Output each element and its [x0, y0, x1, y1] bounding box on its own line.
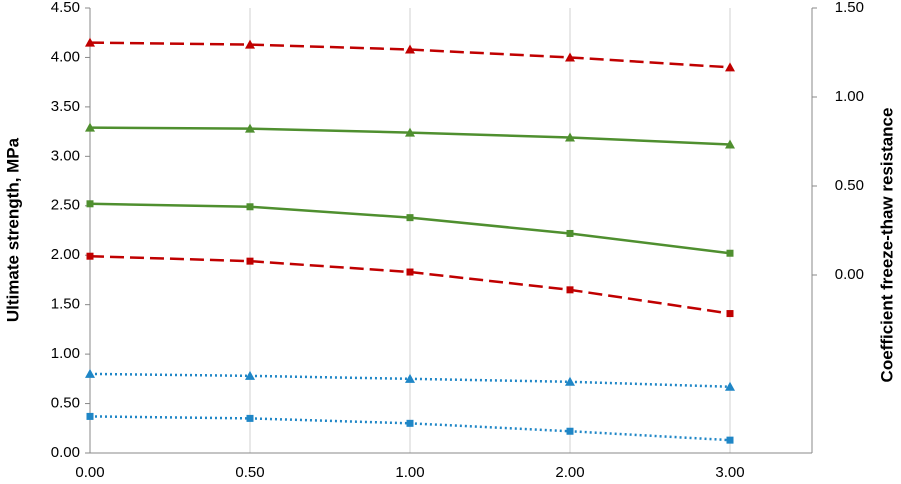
marker	[726, 436, 734, 444]
y2-tick-label: 0.00	[835, 266, 864, 283]
marker	[86, 252, 94, 260]
y2-tick-label: 0.50	[835, 177, 864, 194]
x-tick-label: 2.00	[555, 464, 584, 481]
y-axis-title: Ultimate strength, MPa	[3, 137, 22, 322]
marker	[246, 414, 254, 422]
y-tick-label: 3.00	[51, 147, 80, 164]
y-tick-label: 4.00	[51, 48, 80, 65]
marker	[726, 310, 734, 318]
marker	[85, 122, 95, 132]
marker	[246, 257, 254, 265]
marker	[405, 127, 415, 137]
marker	[405, 373, 415, 383]
y-tick-label: 1.00	[51, 345, 80, 362]
marker	[245, 370, 255, 380]
marker	[406, 419, 414, 427]
marker	[566, 286, 574, 294]
y-tick-label: 4.50	[51, 0, 80, 16]
marker	[245, 123, 255, 133]
marker	[726, 249, 734, 257]
y-tick-label: 1.50	[51, 296, 80, 313]
marker	[246, 203, 254, 211]
y-tick-label: 3.50	[51, 98, 80, 115]
marker	[566, 427, 574, 435]
x-tick-label: 0.50	[235, 464, 264, 481]
marker	[85, 368, 95, 378]
marker	[566, 229, 574, 237]
marker	[725, 139, 735, 149]
y-tick-label: 2.50	[51, 197, 80, 214]
marker	[86, 200, 94, 208]
x-tick-label: 3.00	[715, 464, 744, 481]
marker	[406, 214, 414, 222]
y-tick-label: 0.50	[51, 395, 80, 412]
marker	[405, 44, 415, 54]
marker	[725, 381, 735, 391]
marker	[86, 412, 94, 420]
y-tick-label: 2.00	[51, 246, 80, 263]
y2-axis-title: Coefficient freeze-thaw resistance	[877, 108, 896, 383]
x-tick-label: 1.00	[395, 464, 424, 481]
marker	[406, 268, 414, 276]
marker	[565, 52, 575, 62]
y-tick-label: 0.00	[51, 444, 80, 461]
x-tick-label: 0.00	[75, 464, 104, 481]
marker	[245, 39, 255, 49]
marker	[85, 37, 95, 47]
marker	[565, 376, 575, 386]
y2-tick-label: 1.50	[835, 0, 864, 16]
marker	[565, 132, 575, 142]
marker	[725, 62, 735, 72]
y2-tick-label: 1.00	[835, 88, 864, 105]
